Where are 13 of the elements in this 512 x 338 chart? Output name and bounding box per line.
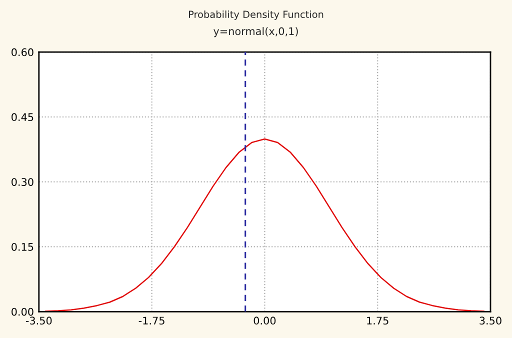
chart-title: Probability Density Function	[189, 10, 324, 20]
y-tick-label: 0.30	[12, 178, 34, 186]
y-tick-label: 0.15	[12, 242, 34, 251]
chart-subtitle: y=normal(x,0,1)	[214, 27, 298, 38]
line-series	[44, 138, 485, 312]
x-tick-label: 3.50	[480, 316, 502, 325]
x-tick-label: -3.50	[26, 316, 52, 325]
y-tick-label: 0.45	[12, 113, 34, 122]
x-tick-label: 0.00	[254, 316, 276, 325]
x-tick-label: 1.75	[367, 316, 388, 325]
x-tick-label: -1.75	[138, 316, 164, 325]
y-tick-label: 0.00	[12, 308, 34, 316]
y-tick-label: 0.60	[12, 48, 34, 56]
